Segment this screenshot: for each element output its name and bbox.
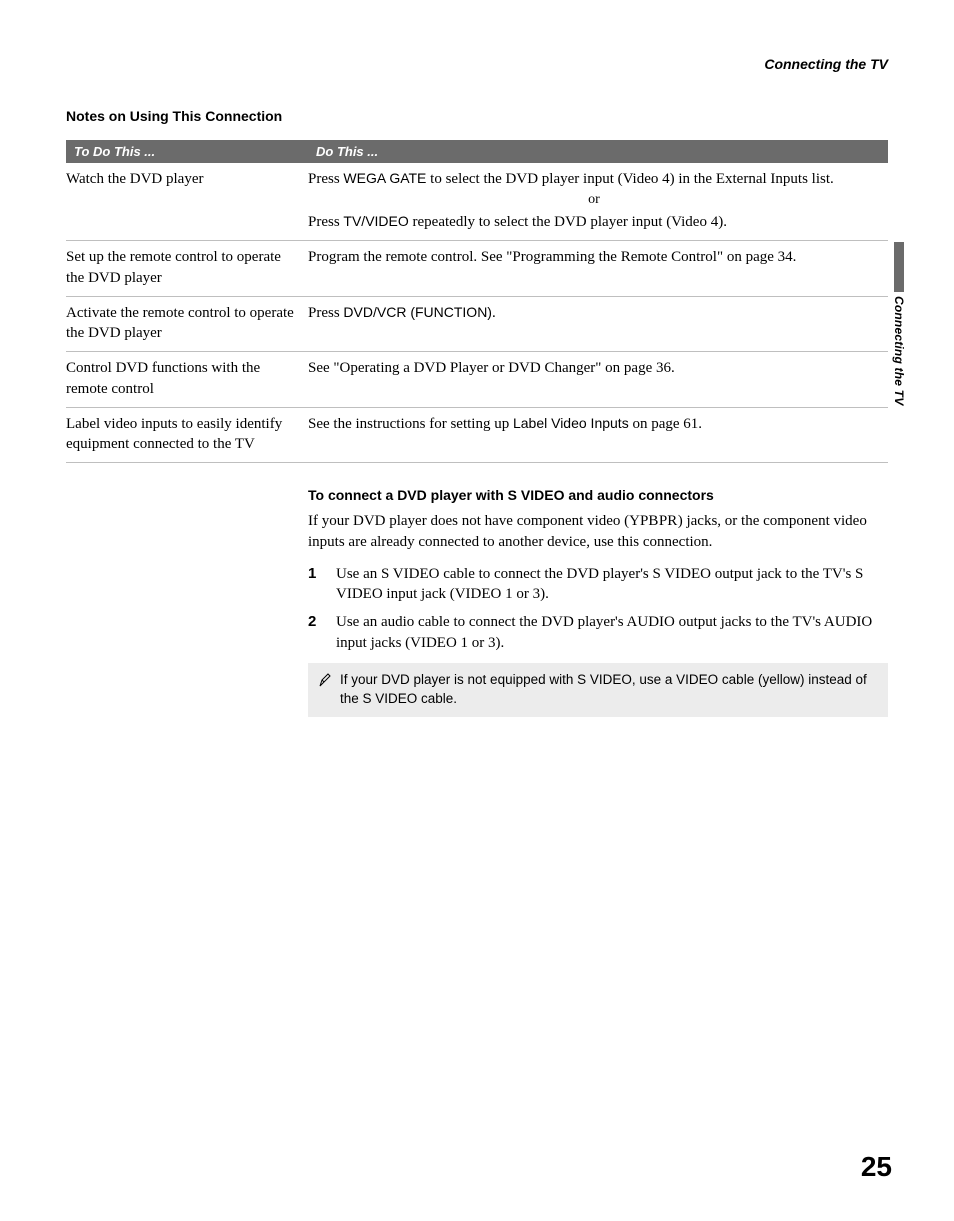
ui-label: Label Video Inputs [513, 415, 629, 431]
table-row: Watch the DVD player Press WEGA GATE to … [66, 163, 888, 241]
page-number: 25 [861, 1151, 892, 1183]
text: See the instructions for setting up [308, 416, 513, 432]
step-number: 1 [308, 564, 320, 605]
or-separator: or [308, 189, 880, 212]
cell-left: Set up the remote control to operate the… [66, 241, 308, 297]
text: repeatedly to select the DVD player inpu… [409, 214, 727, 230]
ui-label: DVD/VCR (FUNCTION) [343, 304, 492, 320]
steps-list: 1 Use an S VIDEO cable to connect the DV… [308, 564, 888, 653]
ui-label: TV/VIDEO [343, 213, 408, 229]
table-row: Control DVD functions with the remote co… [66, 352, 888, 408]
side-tab: Connecting the TV [890, 242, 908, 405]
text: on page 61. [629, 416, 702, 432]
col-header-1: To Do This ... [66, 140, 308, 163]
intro-paragraph: If your DVD player does not have compone… [308, 511, 888, 552]
text: Press [308, 305, 343, 321]
text: B [648, 513, 659, 529]
table-row: Set up the remote control to operate the… [66, 241, 888, 297]
step-text: Use an audio cable to connect the DVD pl… [336, 612, 888, 653]
text: Press [308, 171, 343, 187]
cell-right: See the instructions for setting up Labe… [308, 407, 888, 463]
step-number: 2 [308, 612, 320, 653]
text: . [492, 305, 496, 321]
text: Press [308, 214, 343, 230]
tab-bar [894, 242, 904, 292]
cell-right: Press DVD/VCR (FUNCTION). [308, 296, 888, 352]
cell-left: Label video inputs to easily identify eq… [66, 407, 308, 463]
text: R [667, 513, 678, 529]
cell-left: Activate the remote control to operate t… [66, 296, 308, 352]
step-text: Use an S VIDEO cable to connect the DVD … [336, 564, 888, 605]
cell-right: See "Operating a DVD Player or DVD Chang… [308, 352, 888, 408]
cell-right: Press WEGA GATE to select the DVD player… [308, 163, 888, 241]
tab-label: Connecting the TV [892, 296, 906, 405]
notes-table: To Do This ... Do This ... Watch the DVD… [66, 140, 888, 463]
pencil-icon [318, 671, 334, 709]
note-box: If your DVD player is not equipped with … [308, 663, 888, 717]
cell-left: Watch the DVD player [66, 163, 308, 241]
table-row: Activate the remote control to operate t… [66, 296, 888, 352]
list-item: 1 Use an S VIDEO cable to connect the DV… [308, 564, 888, 605]
cell-left: Control DVD functions with the remote co… [66, 352, 308, 408]
list-item: 2 Use an audio cable to connect the DVD … [308, 612, 888, 653]
text: If your DVD player does not have compone… [308, 513, 648, 529]
col-header-2: Do This ... [308, 140, 888, 163]
running-header: Connecting the TV [66, 56, 888, 72]
ui-label: WEGA GATE [343, 170, 426, 186]
section-title: Notes on Using This Connection [66, 108, 888, 124]
connect-section: To connect a DVD player with S VIDEO and… [308, 487, 888, 716]
note-text: If your DVD player is not equipped with … [340, 671, 878, 709]
cell-right: Program the remote control. See "Program… [308, 241, 888, 297]
text: to select the DVD player input (Video 4)… [426, 171, 833, 187]
text: P [659, 513, 667, 529]
table-row: Label video inputs to easily identify eq… [66, 407, 888, 463]
subsection-heading: To connect a DVD player with S VIDEO and… [308, 487, 888, 503]
